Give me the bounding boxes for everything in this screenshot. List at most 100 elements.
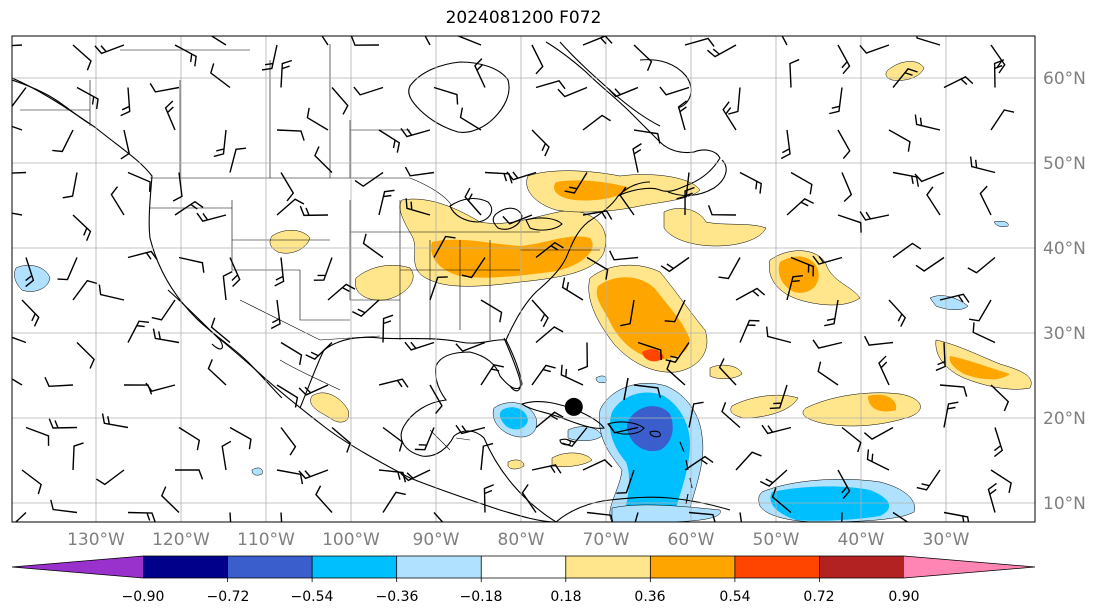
wind-barb: [666, 359, 686, 386]
wind-barb: [739, 171, 762, 194]
wind-barb: [706, 44, 737, 58]
wind-barb: [50, 499, 78, 514]
wind-barb: [990, 44, 1006, 74]
lon-tick-label: 50°W: [753, 530, 800, 550]
wind-barb: [721, 402, 741, 429]
wind-barb: [160, 486, 180, 514]
wind-barb: [979, 185, 992, 216]
positive-anomaly-region: [868, 394, 897, 412]
wind-barb: [812, 255, 843, 265]
wind-barb: [781, 36, 788, 46]
wind-barb: [531, 464, 562, 474]
wind-barb: [350, 36, 380, 46]
wind-barb: [455, 341, 486, 352]
wind-barb: [362, 233, 384, 259]
wind-barb: [95, 469, 125, 486]
wind-barb: [21, 469, 42, 495]
wind-barb: [829, 87, 843, 115]
wind-barb: [221, 440, 232, 471]
wind-barb: [480, 364, 504, 386]
wind-barb: [210, 36, 227, 46]
wind-barb: [993, 427, 1004, 458]
lon-tick-label: 60°W: [668, 530, 715, 550]
wind-barb: [665, 342, 690, 363]
wind-barb: [298, 384, 329, 396]
wind-barb: [127, 320, 150, 343]
lon-tick-label: 70°W: [583, 530, 630, 550]
wind-barb: [280, 341, 303, 365]
wind-barb: [313, 257, 333, 281]
wind-barb: [837, 469, 851, 500]
wind-barb: [943, 76, 974, 89]
wind-barb: [354, 171, 384, 188]
wind-barb: [892, 511, 909, 522]
wind-barb: [483, 484, 494, 513]
wind-barb: [728, 87, 741, 115]
colorbar-segment: [650, 556, 736, 578]
wind-barb: [12, 87, 27, 108]
lat-tick-label: 10°N: [1043, 494, 1086, 514]
wind-barb: [276, 129, 305, 141]
wind-barb: [969, 156, 996, 174]
wind-barb: [98, 284, 125, 301]
wind-barb: [837, 214, 862, 233]
map-frame: [11, 35, 1036, 523]
wind-barb: [414, 427, 435, 451]
wind-barb: [151, 299, 176, 321]
wind-barb: [990, 109, 1015, 131]
wind-barb: [110, 186, 125, 216]
wind-barb: [582, 114, 611, 131]
wind-barb: [914, 171, 945, 183]
wind-barb: [210, 63, 231, 89]
wind-barb: [531, 299, 549, 328]
lon-tick-label: 110°W: [237, 530, 295, 550]
wind-barb: [637, 341, 662, 361]
wind-barb: [210, 317, 231, 344]
wind-barb: [718, 257, 741, 280]
wind-barb: [280, 512, 283, 522]
lat-tick-label: 20°N: [1043, 409, 1086, 429]
wind-barb: [841, 426, 862, 453]
wind-barb: [841, 512, 843, 522]
wind-barb: [378, 129, 401, 153]
wind-barb: [12, 378, 23, 386]
wind-barb: [378, 378, 409, 388]
positive-anomaly-region: [551, 452, 593, 467]
wind-barb: [76, 342, 95, 369]
wind-barb: [174, 469, 204, 480]
wind-barb: [722, 101, 737, 131]
wind-barb: [535, 411, 564, 429]
wind-barb: [535, 80, 566, 90]
wind-barb: [172, 172, 183, 202]
positive-anomaly-region: [554, 180, 630, 201]
wind-barb: [299, 205, 329, 217]
wind-barb: [888, 299, 907, 327]
wind-barb: [502, 214, 533, 225]
wind-barb: [739, 319, 760, 343]
negative-anomaly-region: [595, 375, 607, 384]
positive-anomaly-region: [355, 265, 414, 301]
wind-barb: [633, 384, 661, 398]
wind-barb: [531, 364, 556, 386]
wind-barb: [660, 256, 690, 273]
wind-barb: [274, 257, 285, 287]
wind-barb: [12, 44, 23, 47]
wind-barb: [990, 384, 1010, 412]
wind-barb: [633, 44, 653, 72]
wind-barb: [178, 426, 201, 451]
wind-barb: [684, 455, 714, 471]
wind-barb: [990, 469, 1012, 493]
wind-barb: [632, 143, 642, 173]
lon-tick-label: 30°W: [923, 530, 970, 550]
wind-barb: [987, 482, 997, 513]
wind-barb: [261, 44, 278, 71]
lat-tick-label: 50°N: [1043, 154, 1086, 174]
wind-barb: [892, 171, 920, 187]
wind-barb: [863, 335, 894, 346]
colorbar-extend-low: [12, 556, 143, 578]
wind-barb: [562, 427, 588, 448]
wind-barb: [149, 82, 180, 93]
wind-barb: [229, 426, 252, 450]
wind-barb: [616, 469, 635, 494]
wind-barb: [789, 58, 800, 88]
